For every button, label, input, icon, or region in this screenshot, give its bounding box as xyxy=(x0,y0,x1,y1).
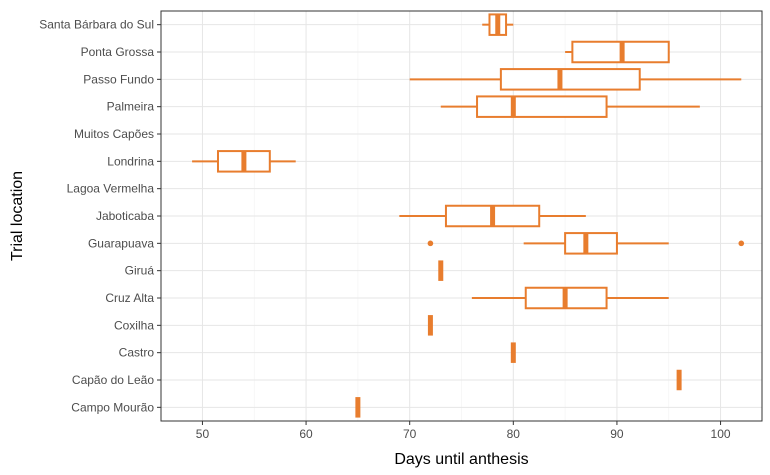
y-tick-label: Passo Fundo xyxy=(83,72,154,86)
x-tick-label: 90 xyxy=(610,427,624,441)
y-tick-label: Lagoa Vermelha xyxy=(67,182,155,196)
box-passo-fundo xyxy=(409,68,742,91)
box-jaboticaba xyxy=(399,204,586,228)
box-santa-bárbara-do-sul xyxy=(482,13,514,36)
outlier-point xyxy=(427,240,434,247)
x-axis-title: Days until anthesis xyxy=(394,451,528,468)
box-guarapuava xyxy=(427,232,745,255)
y-tick-label: Capão do Leão xyxy=(72,373,154,387)
box-iqr xyxy=(564,232,618,255)
y-tick-label: Ponta Grossa xyxy=(81,45,155,59)
box-cruz-alta xyxy=(471,286,669,310)
y-tick-label: Coxilha xyxy=(114,318,154,332)
box-iqr xyxy=(499,68,641,91)
box-iqr xyxy=(476,95,608,118)
x-tick-label: 70 xyxy=(403,427,417,441)
y-tick-label: Cruz Alta xyxy=(105,291,154,305)
box-palmeira xyxy=(440,95,700,118)
box-ponta-grossa xyxy=(565,40,670,64)
y-tick-label: Castro xyxy=(119,346,155,360)
x-tick-label: 50 xyxy=(196,427,210,441)
y-tick-label: Giruá xyxy=(125,264,155,278)
x-tick-label: 60 xyxy=(299,427,313,441)
y-tick-label: Muitos Capões xyxy=(74,127,154,141)
outlier-point xyxy=(738,240,745,247)
y-tick-label: Guarapuava xyxy=(88,236,154,250)
x-axis: 50 60 70 80 90 100 xyxy=(196,421,731,441)
y-axis: Campo Mourão Capão do Leão Castro Coxilha Cr… xyxy=(39,18,161,414)
y-tick-label: Palmeira xyxy=(107,100,155,114)
y-tick-label: Londrina xyxy=(107,154,154,168)
boxes xyxy=(192,13,745,418)
y-tick-label: Santa Bárbara do Sul xyxy=(39,18,154,32)
x-tick-label: 100 xyxy=(711,427,731,441)
y-axis-title: Trial location xyxy=(9,171,26,261)
y-tick-label: Campo Mourão xyxy=(71,400,154,414)
box-londrina xyxy=(192,150,296,173)
x-tick-label: 80 xyxy=(507,427,521,441)
y-tick-label: Jaboticaba xyxy=(96,209,154,223)
